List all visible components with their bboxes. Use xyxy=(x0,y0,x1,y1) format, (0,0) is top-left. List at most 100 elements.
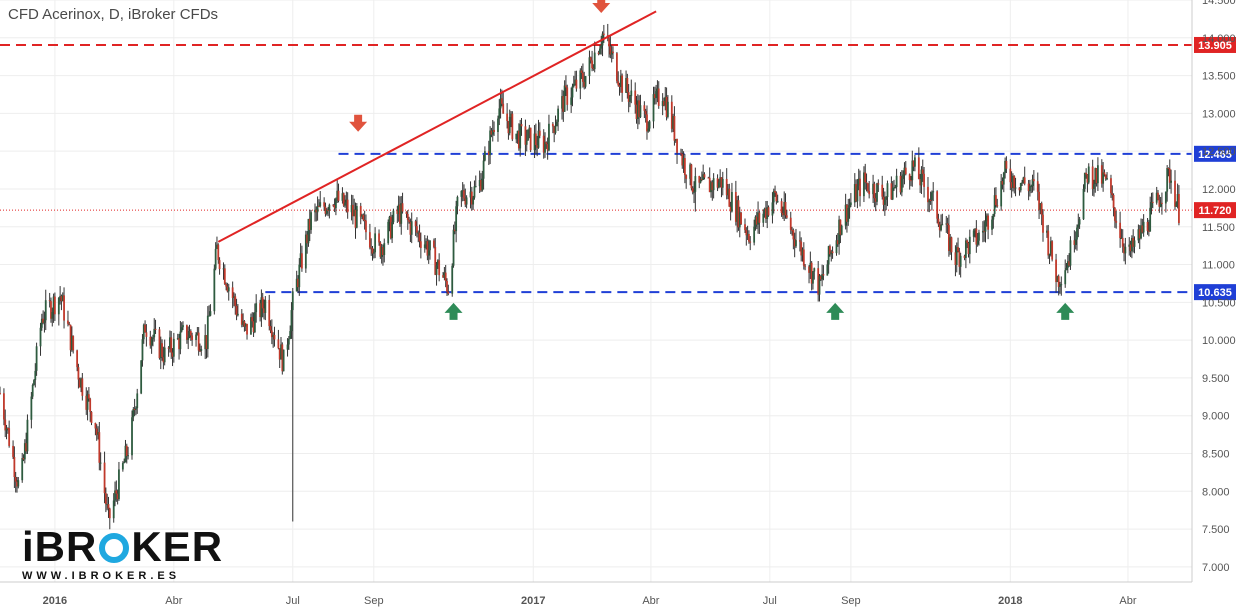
candle-body xyxy=(929,199,932,201)
candle-body xyxy=(474,186,477,188)
candle-body xyxy=(187,337,190,340)
candle-body xyxy=(964,240,967,258)
x-tick-label: Jul xyxy=(763,595,777,607)
chart-title: CFD Acerinox, D, iBroker CFDs xyxy=(8,6,219,23)
candle-body xyxy=(1112,195,1115,208)
candle-body xyxy=(396,210,399,214)
candle-body xyxy=(583,81,586,87)
candle-body xyxy=(537,130,540,148)
candle-body xyxy=(914,157,916,167)
candle-body xyxy=(782,213,784,216)
candle-body xyxy=(42,318,45,323)
candle-body xyxy=(67,320,69,324)
candle-body xyxy=(34,370,37,381)
candle-body xyxy=(350,204,353,213)
candle-body xyxy=(1158,199,1161,207)
candle-body xyxy=(681,153,684,166)
candle-body xyxy=(602,33,605,35)
candle-body xyxy=(31,384,34,397)
candle-body xyxy=(625,78,627,93)
candle-body xyxy=(571,86,574,98)
level-label: 10.635 xyxy=(1198,287,1232,299)
candle-body xyxy=(670,101,673,129)
candle-body xyxy=(600,45,603,49)
candle-body xyxy=(987,215,990,230)
candle-body xyxy=(1021,182,1023,184)
candle-body xyxy=(1146,221,1149,231)
candle-body xyxy=(885,197,888,200)
candle-body xyxy=(873,183,876,199)
candle-body xyxy=(345,199,348,203)
candle-body xyxy=(762,213,765,223)
candle-body xyxy=(515,133,518,140)
candle-body xyxy=(891,187,894,200)
candle-body xyxy=(923,173,925,187)
candle-body xyxy=(793,239,796,247)
candle-body xyxy=(946,223,949,226)
candle-body xyxy=(342,193,345,206)
candle-body xyxy=(465,197,468,205)
candle-body xyxy=(489,130,492,156)
candle-body xyxy=(78,379,81,388)
candle-body xyxy=(295,278,298,292)
candle-body xyxy=(97,432,99,435)
candle-body xyxy=(223,268,226,285)
candle-body xyxy=(81,378,84,396)
candle-body xyxy=(159,343,162,359)
candle-body xyxy=(1168,168,1171,183)
arrow-down-icon xyxy=(349,114,368,132)
candle-body xyxy=(446,281,448,292)
candle-body xyxy=(519,124,522,149)
candle-body xyxy=(94,422,97,429)
candle-body xyxy=(1010,182,1013,188)
candle-body xyxy=(673,115,676,141)
candle-body xyxy=(886,183,889,198)
y-tick-label: 10.500 xyxy=(1202,297,1236,309)
y-tick-label: 10.000 xyxy=(1202,335,1236,347)
candle-body xyxy=(699,179,702,183)
candle-body xyxy=(406,213,409,221)
candle-body xyxy=(1093,184,1095,190)
level-label-box xyxy=(1194,145,1236,162)
level-label-box xyxy=(1194,202,1236,219)
candle-body xyxy=(123,462,126,464)
candle-body xyxy=(6,428,9,430)
candle-body xyxy=(234,296,237,306)
candle-body xyxy=(1140,225,1142,239)
candle-body xyxy=(327,209,329,211)
candle-body xyxy=(672,115,675,129)
candle-body xyxy=(90,411,93,423)
candle-body xyxy=(580,70,583,73)
candle-body xyxy=(273,334,276,340)
candle-body xyxy=(1046,230,1048,233)
candle-body xyxy=(635,104,638,120)
candle-body xyxy=(1004,160,1006,173)
candle-body xyxy=(976,240,979,245)
candle-body xyxy=(648,121,651,129)
candle-body xyxy=(136,393,139,409)
candle-body xyxy=(685,175,688,179)
candle-body xyxy=(481,178,484,191)
candle-body xyxy=(40,318,43,328)
candle-body xyxy=(754,216,757,227)
arrow-up-icon xyxy=(1056,302,1075,320)
candle-body xyxy=(955,247,958,265)
candle-body xyxy=(244,323,247,327)
level-label-box xyxy=(1194,284,1236,301)
candle-body xyxy=(911,160,914,181)
candle-body xyxy=(682,158,685,166)
y-tick-label: 13.000 xyxy=(1202,108,1236,120)
candle-body xyxy=(612,51,614,54)
candle-body xyxy=(517,130,520,149)
candle-body xyxy=(1176,194,1179,203)
candle-body xyxy=(548,123,550,151)
candle-body xyxy=(169,337,171,349)
candle-body xyxy=(391,222,394,239)
candle-body xyxy=(729,206,732,212)
candle-body xyxy=(821,274,824,280)
candle-body xyxy=(341,193,344,201)
candle-body xyxy=(1049,241,1052,254)
candle-body xyxy=(546,144,549,151)
candle-body xyxy=(912,160,915,167)
